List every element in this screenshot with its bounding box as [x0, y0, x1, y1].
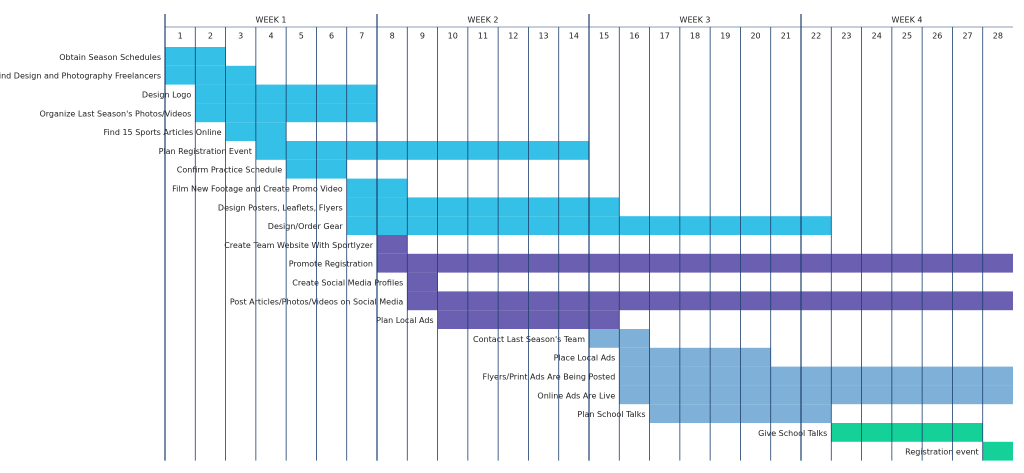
day-label: 19 — [720, 32, 730, 41]
day-label: 27 — [962, 32, 972, 41]
task-bar — [377, 235, 408, 254]
task-label: Find Design and Photography Freelancers — [0, 72, 161, 81]
task-label: Plan Local Ads — [376, 316, 433, 325]
day-label: 11 — [478, 32, 488, 41]
day-label: 23 — [841, 32, 851, 41]
task-label: Promote Registration — [289, 260, 373, 269]
task-label: Create Team Website With Sportlyzer — [224, 241, 374, 250]
week-label: WEEK 4 — [892, 16, 923, 25]
task-label: Design Posters, Leaflets, Flyers — [218, 203, 343, 212]
task-bar — [619, 366, 1013, 386]
task-bar — [165, 65, 256, 85]
day-label: 25 — [902, 32, 912, 41]
day-label: 15 — [599, 32, 609, 41]
task-bar — [619, 347, 771, 367]
task-label: Flyers/Print Ads Are Being Posted — [482, 373, 615, 382]
task-bar — [377, 253, 1013, 273]
day-label: 9 — [420, 32, 425, 41]
task-label: Create Social Media Profiles — [292, 279, 403, 288]
day-label: 22 — [811, 32, 821, 41]
week-label: WEEK 1 — [256, 16, 287, 25]
day-label: 17 — [660, 32, 670, 41]
task-label: Design Logo — [142, 91, 191, 100]
task-label: Place Local Ads — [554, 354, 616, 363]
task-label: Registration event — [905, 448, 979, 457]
day-label: 5 — [299, 32, 304, 41]
task-label: Contact Last Season's Team — [473, 335, 585, 344]
day-label: 24 — [872, 32, 882, 41]
task-bar — [255, 141, 589, 160]
task-label: Confirm Practice Schedule — [177, 166, 282, 175]
task-label: Plan School Talks — [577, 410, 645, 419]
task-bar — [982, 441, 1013, 461]
task-bar — [346, 197, 620, 217]
day-label: 16 — [629, 32, 639, 41]
day-label: 6 — [329, 32, 334, 41]
day-label: 26 — [932, 32, 942, 41]
task-label: Organize Last Season's Photos/Videos — [39, 109, 191, 118]
task-bar — [831, 423, 983, 442]
week-label: WEEK 3 — [680, 16, 711, 25]
task-label: Obtain Season Schedules — [59, 53, 161, 62]
day-label: 1 — [178, 32, 183, 41]
day-label: 21 — [781, 32, 791, 41]
day-label: 28 — [993, 32, 1003, 41]
task-bar — [619, 385, 1013, 405]
task-label: Film New Footage and Create Promo Video — [172, 185, 343, 194]
task-label: Find 15 Sports Articles Online — [104, 128, 222, 137]
day-label: 8 — [390, 32, 395, 41]
task-bar — [407, 272, 438, 292]
day-label: 12 — [508, 32, 518, 41]
day-label: 20 — [750, 32, 760, 41]
day-label: 13 — [538, 32, 548, 41]
day-label: 7 — [359, 32, 364, 41]
task-label: Give School Talks — [758, 429, 827, 438]
day-label: 3 — [238, 32, 243, 41]
day-label: 4 — [268, 32, 273, 41]
week-label: WEEK 2 — [468, 16, 499, 25]
task-label: Design/Order Gear — [268, 222, 344, 231]
day-label: 10 — [448, 32, 458, 41]
day-label: 14 — [569, 32, 579, 41]
day-label: 2 — [208, 32, 213, 41]
task-label: Plan Registration Event — [159, 147, 252, 156]
task-label: Online Ads Are Live — [537, 391, 615, 400]
day-label: 18 — [690, 32, 700, 41]
